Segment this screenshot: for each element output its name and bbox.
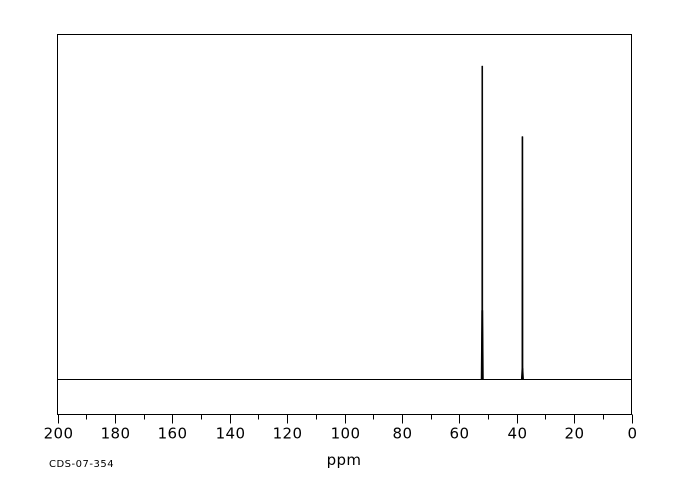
tick-label-80: 80: [393, 425, 413, 443]
sample-id-label: CDS-07-354: [49, 459, 114, 470]
x-axis: [57, 413, 634, 424]
tick-label-200: 200: [44, 425, 74, 443]
tick-label-100: 100: [331, 425, 361, 443]
peak-2: [521, 136, 524, 380]
x-axis-tick-labels: 200 180 160 140 120 100 80 60 40 20 0: [44, 425, 638, 443]
tick-label-160: 160: [158, 425, 188, 443]
tick-label-180: 180: [101, 425, 131, 443]
tick-label-20: 20: [565, 425, 585, 443]
tick-label-140: 140: [216, 425, 246, 443]
peak-1: [481, 65, 484, 380]
tick-label-40: 40: [508, 425, 528, 443]
x-axis-title: ppm: [327, 451, 362, 469]
tick-label-120: 120: [273, 425, 303, 443]
spectrum-trace: [57, 65, 632, 381]
plot-frame: [56, 33, 633, 416]
tick-label-60: 60: [450, 425, 470, 443]
tick-label-0: 0: [628, 425, 638, 443]
